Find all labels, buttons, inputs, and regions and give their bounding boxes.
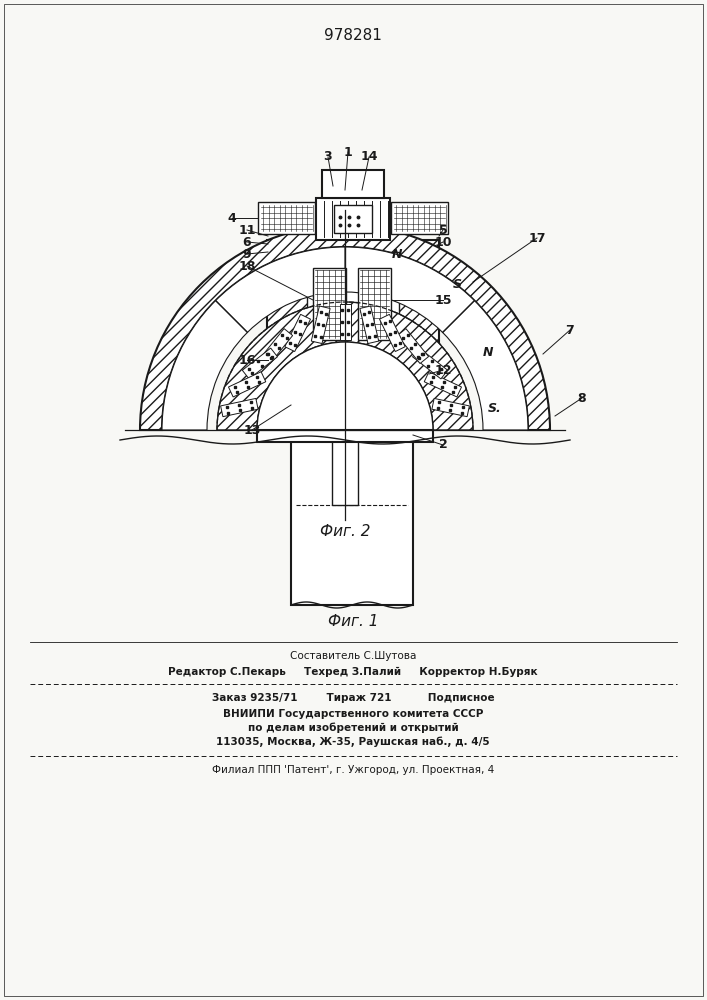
Text: 13: 13 [243,424,261,436]
Bar [313,268,346,340]
Bar [413,348,448,379]
Text: ВНИИПИ Государственного комитета СССР: ВНИИПИ Государственного комитета СССР [223,709,483,719]
Text: Фиг. 2: Фиг. 2 [320,524,370,540]
Bar [322,170,384,198]
Text: 16: 16 [238,354,256,366]
Bar [221,398,258,417]
Bar [339,304,351,340]
Text: 9: 9 [243,247,251,260]
Text: 5: 5 [438,224,448,236]
Text: 2: 2 [438,438,448,452]
Text: N: N [483,346,493,359]
Text: Филиал ППП 'Патент', г. Ужгород, ул. Проектная, 4: Филиал ППП 'Патент', г. Ужгород, ул. Про… [212,765,494,775]
Wedge shape [140,225,550,430]
Text: N: N [392,248,402,261]
Text: Заказ 9235/71        Тираж 721          Подписное: Заказ 9235/71 Тираж 721 Подписное [211,693,494,703]
Bar [267,240,439,370]
Bar [391,202,448,234]
Bar [332,430,358,505]
Text: 12: 12 [434,363,452,376]
Bar [360,306,379,344]
Bar [358,268,391,340]
Text: 17: 17 [528,232,546,244]
Text: 1: 1 [344,145,352,158]
Bar [285,314,310,352]
Bar [243,348,277,379]
Text: по делам изобретений и открытий: по делам изобретений и открытий [247,723,458,733]
Bar [228,372,266,397]
Wedge shape [162,301,247,430]
Text: 3: 3 [324,150,332,163]
Wedge shape [257,342,433,430]
Text: 11: 11 [238,224,256,236]
Text: 6: 6 [243,235,251,248]
Bar [397,329,428,364]
Bar [316,198,390,240]
Text: 15: 15 [434,294,452,306]
Text: 10: 10 [434,235,452,248]
Bar [277,370,429,390]
Text: Фиг. 1: Фиг. 1 [328,614,378,630]
Bar [291,370,413,605]
Text: 14: 14 [361,150,378,163]
Bar [432,398,469,417]
Text: 4: 4 [228,212,236,225]
Bar [262,329,293,364]
Bar [424,372,462,397]
Text: Редактор С.Пекарь     Техред З.Палий     Корректор Н.Буряк: Редактор С.Пекарь Техред З.Палий Коррект… [168,667,538,677]
Bar [258,202,315,234]
Bar [334,205,372,233]
Bar [380,314,405,352]
Wedge shape [345,247,474,332]
Text: Составитель С.Шутова: Составитель С.Шутова [290,651,416,661]
Bar [311,306,330,344]
Bar [307,252,399,358]
Text: S: S [452,278,462,292]
Bar [257,430,433,442]
Text: 113035, Москва, Ж-35, Раушская наб., д. 4/5: 113035, Москва, Ж-35, Раушская наб., д. … [216,737,490,747]
Text: S.: S. [488,401,502,414]
Text: 8: 8 [578,391,586,404]
Wedge shape [216,247,345,332]
Wedge shape [443,301,528,430]
Wedge shape [217,302,473,430]
Text: 18: 18 [238,259,256,272]
Text: 978281: 978281 [324,27,382,42]
Text: 7: 7 [566,324,574,336]
